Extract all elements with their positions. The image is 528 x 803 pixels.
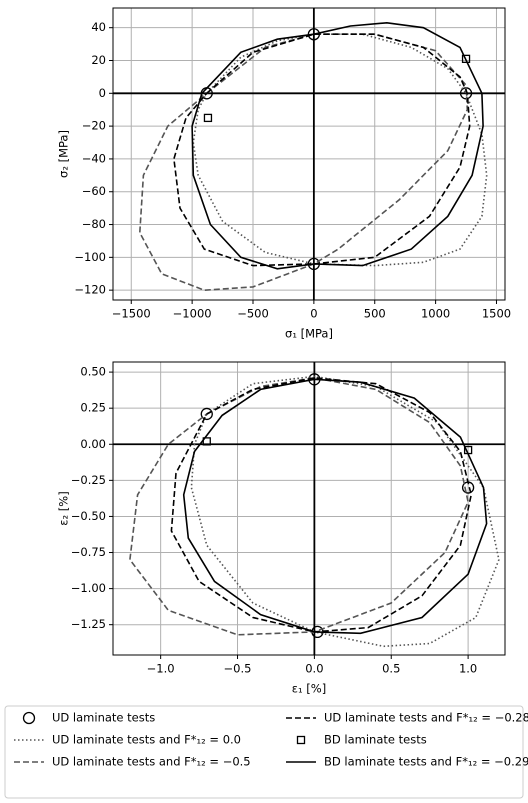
y-tick-label: 40 xyxy=(91,20,106,34)
x-tick-label: 0.5 xyxy=(382,662,400,676)
x-tick-label: −1.0 xyxy=(147,662,175,676)
data-layer xyxy=(129,373,500,648)
data-layer xyxy=(138,21,488,292)
marker xyxy=(202,437,211,446)
curve xyxy=(129,377,469,636)
x-tick-label: −500 xyxy=(237,307,269,321)
curve xyxy=(192,33,488,267)
x-tick-label: 1.0 xyxy=(459,662,477,676)
curve xyxy=(173,33,471,267)
y-tick-label: 0.50 xyxy=(80,365,106,379)
y-tick-label: 0.25 xyxy=(80,401,106,415)
curve xyxy=(138,33,469,292)
plot-frame xyxy=(112,7,506,301)
legend-label: UD laminate tests and F*₁₂ = −0.285 xyxy=(324,711,528,725)
x-tick-label: 0.0 xyxy=(305,662,323,676)
legend: UD laminate tests UD laminate tests and F… xyxy=(4,705,528,799)
legend-marker xyxy=(296,735,306,745)
y-tick-label: −40 xyxy=(82,151,106,165)
y-tick-label: 20 xyxy=(91,53,106,67)
x-tick-label: −0.5 xyxy=(224,662,252,676)
x-tick-label: −1000 xyxy=(173,307,212,321)
y-tick-label: −120 xyxy=(74,283,106,297)
y-tick-label: −80 xyxy=(82,217,106,231)
y-axis-label: ε₂ [%] xyxy=(57,491,71,525)
y-axis-label: σ₂ [MPa] xyxy=(57,130,71,178)
plot: −1.0 −0.5 0.0 0.5 1.0 −1.25 −1.00 −0.75 −0.50 −0.… xyxy=(57,361,506,696)
x-tick-label: 1000 xyxy=(421,307,450,321)
y-tick-label: 0.00 xyxy=(80,437,106,451)
marker xyxy=(203,113,213,123)
y-tick-label: −100 xyxy=(74,250,106,264)
x-tick-label: 500 xyxy=(364,307,386,321)
plot-frame xyxy=(112,361,506,656)
y-tick-label: 0 xyxy=(99,86,106,100)
y-tick-label: −0.50 xyxy=(71,509,106,523)
x-axis-label: ε₁ [%] xyxy=(292,682,326,696)
legend-label: UD laminate tests xyxy=(52,711,155,725)
x-tick-label: 0 xyxy=(310,307,317,321)
marker xyxy=(200,407,213,421)
legend-marker xyxy=(22,711,36,725)
y-tick-label: −1.00 xyxy=(71,581,106,595)
curve xyxy=(182,378,488,635)
legend-label: UD laminate tests and F*₁₂ = −0.5 xyxy=(52,755,251,769)
y-tick-label: −1.25 xyxy=(71,617,106,631)
legend-frame xyxy=(4,705,524,799)
marker xyxy=(461,54,471,64)
y-tick-label: −20 xyxy=(82,119,106,133)
y-tick-label: −0.25 xyxy=(71,473,106,487)
curve xyxy=(170,377,473,633)
curve xyxy=(191,21,484,270)
y-tick-label: −0.75 xyxy=(71,545,106,559)
legend-label: BD laminate tests xyxy=(324,733,427,747)
x-axis-label: σ₁ [MPa] xyxy=(285,327,333,341)
y-tick-label: −60 xyxy=(82,184,106,198)
legend-label: UD laminate tests and F*₁₂ = 0.0 xyxy=(52,733,241,747)
x-tick-label: −1500 xyxy=(112,307,151,321)
plot: −1500 −1000 −500 0 500 1000 1500 −120 −100 −80 −60… xyxy=(57,7,511,341)
legend-label: BD laminate tests and F*₁₂ = −0.297 xyxy=(324,755,528,769)
x-tick-label: 1500 xyxy=(482,307,511,321)
